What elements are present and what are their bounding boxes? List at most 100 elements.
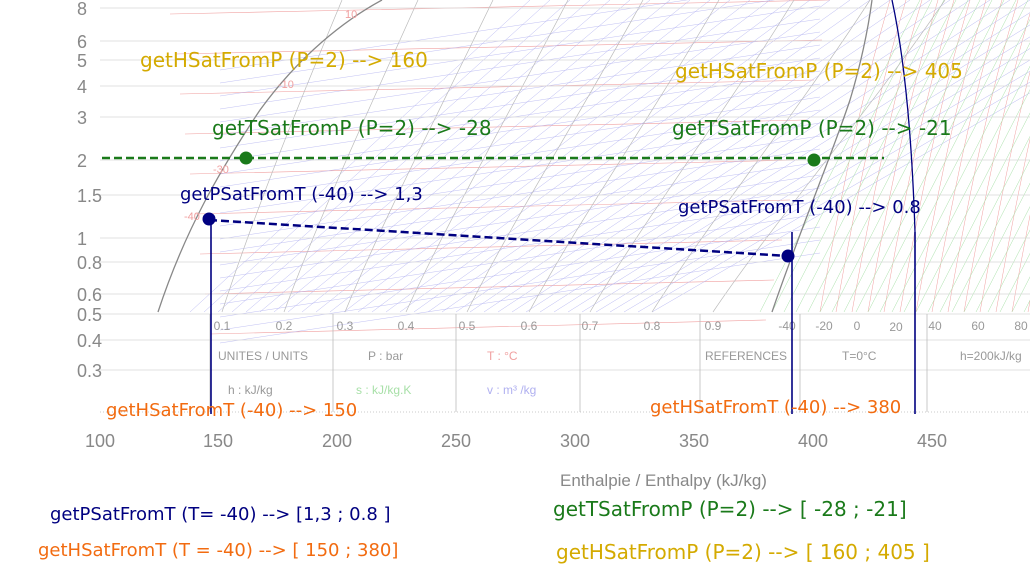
background-line <box>951 159 1030 313</box>
background-line <box>483 0 951 313</box>
annotation-hsat-t-right: getHSatFromT (-40) --> 380 <box>650 397 901 418</box>
y-tick-label: 5 <box>77 51 87 71</box>
x-tick-label: 200 <box>322 431 352 451</box>
isotherm-labels: 10 -10 -30 -40 <box>184 9 357 223</box>
background-line <box>843 0 1005 313</box>
background-line <box>903 65 1030 313</box>
background-curve <box>963 12 1030 313</box>
background-line <box>219 187 821 279</box>
background-line <box>199 239 783 255</box>
temp-tick-label: 0 <box>854 319 861 333</box>
references-label: REFERENCES <box>705 349 787 363</box>
temperature-ticks: -40 -20 0 20 40 60 80 <box>778 319 1028 334</box>
y-tick-label: 6 <box>77 32 87 52</box>
background-line <box>219 31 821 123</box>
quality-tick-label: 0.8 <box>644 319 661 333</box>
background-line <box>219 5 821 97</box>
saturated-vapor-curve <box>771 0 873 313</box>
isotherm-label: -40 <box>184 211 200 223</box>
annotation-hsat-p-right: getHSatFromP (P=2) --> 405 <box>675 59 963 83</box>
background-line <box>219 57 821 149</box>
background-line <box>539 0 1030 313</box>
x-tick-label: 250 <box>441 431 471 451</box>
background-curve <box>931 0 1003 313</box>
background-line <box>927 112 1030 313</box>
annotation-tsat-p-right: getTSatFromP (P=2) --> -21 <box>672 116 952 140</box>
y-tick-label: 0.3 <box>77 361 102 381</box>
x-tick-label: 150 <box>203 431 233 451</box>
background-line <box>219 122 821 214</box>
background-line <box>189 0 531 313</box>
background-curve <box>883 0 955 313</box>
quality-tick-label: 0.4 <box>398 319 415 333</box>
summary-hsat-t: getHSatFromT (T = -40) --> [ 150 ; 380] <box>38 540 398 561</box>
background-line <box>413 0 851 313</box>
background-line <box>1011 276 1030 313</box>
background-line <box>219 174 821 266</box>
point-vapor-p2 <box>807 153 821 167</box>
background-line <box>287 0 671 313</box>
background-line <box>385 0 811 313</box>
annotation-psat-t-right: getPSatFromT (-40) --> 0.8 <box>678 197 921 218</box>
quality-lines <box>221 0 946 313</box>
background-line <box>189 159 799 175</box>
background-line <box>497 0 971 313</box>
background-line <box>855 0 1017 313</box>
background-line <box>553 12 1030 313</box>
background-line <box>203 0 551 313</box>
quality-tick-label: 0.9 <box>705 319 722 333</box>
background-line <box>219 161 821 253</box>
isochore-lines <box>189 0 1030 344</box>
background-line <box>609 59 1030 313</box>
background-line <box>273 0 651 313</box>
background-line <box>1023 299 1030 313</box>
x-tick-label: 400 <box>798 431 828 451</box>
background-line <box>204 279 775 295</box>
background-line <box>441 0 891 313</box>
background-curve <box>405 0 569 313</box>
background-curve <box>589 0 795 313</box>
y-tick-label: 3 <box>77 108 87 128</box>
background-line <box>209 319 767 335</box>
background-line <box>783 0 945 313</box>
background-line <box>301 0 691 313</box>
background-line <box>651 92 1030 313</box>
quality-tick-label: 0.1 <box>214 319 231 333</box>
y-tick-label: 8 <box>77 0 87 19</box>
summary: getPSatFromT (T= -40) --> [1,3 ; 0.8 ] g… <box>38 497 930 564</box>
background-line <box>915 89 1030 313</box>
summary-tsat: getTSatFromP (P=2) --> [ -28 ; -21] <box>553 497 907 521</box>
annotations: getHSatFromP (P=2) --> 160 getHSatFromP … <box>106 48 963 421</box>
background-line <box>219 252 821 344</box>
temp-tick-label: -40 <box>778 319 796 333</box>
background-line <box>219 148 821 240</box>
x-tick-label: 350 <box>679 431 709 451</box>
background-line <box>427 0 871 313</box>
background-curve <box>915 0 987 313</box>
point-liquid-t-40 <box>202 212 216 226</box>
point-vapor-t-40 <box>781 249 795 263</box>
background-curve <box>1011 214 1030 313</box>
background-line <box>525 0 1011 313</box>
annotation-tsat-p-left: getTSatFromP (P=2) --> -28 <box>212 116 492 140</box>
background-line <box>469 0 931 313</box>
quality-ticks: 0.1 0.2 0.3 0.4 0.5 0.6 0.7 0.8 0.9 <box>214 319 722 333</box>
y-tick-label: 1.5 <box>77 186 102 206</box>
pressure-unit: P : bar <box>368 349 403 363</box>
units-row: UNITES / UNITS P : bar T : °C REFERENCES… <box>218 349 1022 397</box>
y-tick-label: 0.6 <box>77 285 102 305</box>
volume-unit: v : m³ /kg <box>487 383 536 397</box>
lower-panel-lines <box>100 314 1030 413</box>
background-line <box>999 252 1030 313</box>
y-tick-label: 0.5 <box>77 305 102 325</box>
background-line <box>879 18 1030 313</box>
background-line <box>455 0 911 313</box>
background-line <box>179 79 815 95</box>
quality-tick-label: 0.7 <box>582 319 599 333</box>
quality-tick-label: 0.6 <box>521 319 538 333</box>
temp-tick-label: -20 <box>815 319 833 333</box>
background-line <box>771 0 933 313</box>
background-line <box>329 0 731 313</box>
background-line <box>219 213 821 305</box>
